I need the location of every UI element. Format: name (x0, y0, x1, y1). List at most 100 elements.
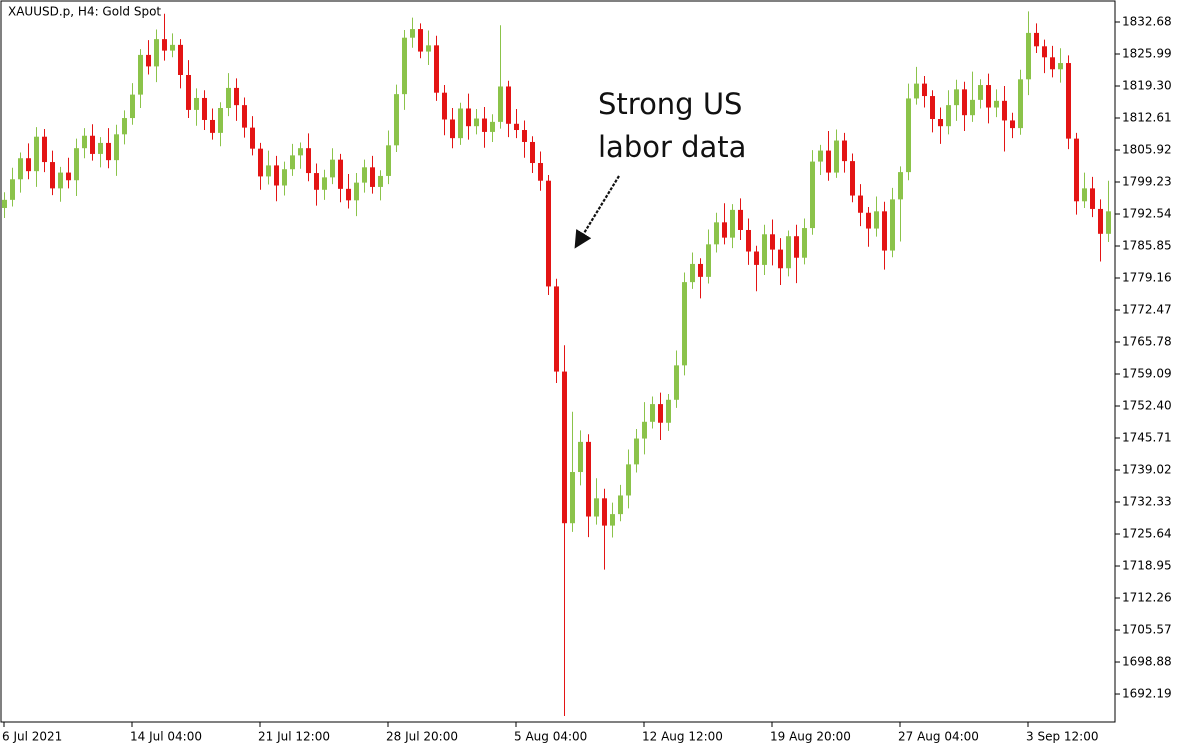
candle-body (498, 86, 503, 122)
candle-body (1050, 57, 1055, 70)
candle-body (170, 44, 175, 51)
candle-body (386, 145, 391, 176)
candle-body (858, 195, 863, 213)
candle-body (354, 182, 359, 201)
y-tick-label: 1739.02 (1122, 463, 1172, 477)
candle-body (706, 244, 711, 277)
candle-body (122, 118, 127, 135)
candle-body (730, 209, 735, 238)
y-tick-label: 1705.57 (1122, 623, 1172, 637)
candle-body (106, 142, 111, 161)
chart-title: XAUUSD.p, H4: Gold Spot (8, 5, 161, 19)
candle-body (18, 158, 23, 180)
candle-body (970, 99, 975, 116)
candle-body (330, 159, 335, 178)
candle-body (506, 86, 511, 124)
candle-body (402, 37, 407, 95)
candle-body (1042, 46, 1047, 58)
candle-body (394, 94, 399, 146)
x-tick-label: 21 Jul 12:00 (258, 730, 330, 744)
y-tick-label: 1832.68 (1122, 15, 1172, 29)
x-tick-label: 14 Jul 04:00 (130, 730, 202, 744)
candle-body (466, 108, 471, 127)
candle-body (778, 249, 783, 269)
candle-body (538, 163, 543, 181)
candle-body (946, 105, 951, 127)
candle-body (34, 136, 39, 172)
plot-frame (0, 0, 1116, 723)
candle-body (754, 251, 759, 265)
y-tick-label: 1698.88 (1122, 655, 1172, 669)
x-tick-label: 5 Aug 04:00 (514, 730, 587, 744)
y-tick-label: 1692.19 (1122, 687, 1172, 701)
candle-body (426, 45, 431, 52)
candle-body (298, 148, 303, 156)
candle-body (1106, 211, 1111, 234)
candle-body (114, 134, 119, 161)
candle-body (1018, 79, 1023, 129)
candle-body (138, 54, 143, 95)
candle-body (762, 234, 767, 265)
candle-body (866, 212, 871, 229)
candle-body (250, 127, 255, 149)
candle-body (1082, 188, 1087, 202)
candle-body (914, 83, 919, 99)
candle-body (234, 87, 239, 106)
candle-body (994, 100, 999, 108)
candle-body (594, 498, 599, 517)
y-tick-label: 1752.40 (1122, 399, 1172, 413)
candle-body (650, 404, 655, 422)
candle-body (586, 441, 591, 517)
candle-body (290, 155, 295, 170)
y-tick-label: 1812.61 (1122, 111, 1172, 125)
y-tick-label: 1799.23 (1122, 175, 1172, 189)
candle-body (338, 159, 343, 189)
candle-body (74, 148, 79, 181)
annotation-line: labor data (598, 130, 746, 164)
candle-body (226, 87, 231, 109)
candle-body (578, 441, 583, 473)
candle-body (1034, 32, 1039, 47)
annotation-line: Strong US (598, 87, 742, 121)
candle-body (210, 119, 215, 133)
candle-body (42, 136, 47, 163)
candle-body (530, 141, 535, 164)
y-tick-label: 1785.85 (1122, 239, 1172, 253)
x-tick-label: 12 Aug 12:00 (642, 730, 723, 744)
candle-body (1058, 63, 1063, 70)
y-tick-label: 1792.54 (1122, 207, 1172, 221)
candle-body (842, 140, 847, 162)
candle-body (602, 498, 607, 526)
y-tick-label: 1772.47 (1122, 303, 1172, 317)
candle-body (434, 45, 439, 93)
candle-body (978, 85, 983, 100)
candle-body (50, 162, 55, 189)
y-tick-label: 1825.99 (1122, 47, 1172, 61)
candle-body (66, 172, 71, 181)
x-tick-label: 27 Aug 04:00 (898, 730, 979, 744)
candle-body (770, 234, 775, 250)
candle-body (522, 130, 527, 142)
candle-body (10, 179, 15, 200)
candle-body (890, 199, 895, 251)
candle-body (626, 464, 631, 496)
y-tick-label: 1732.33 (1122, 495, 1172, 509)
candle-body (642, 421, 647, 439)
candle-body (698, 263, 703, 277)
candle-body (962, 89, 967, 116)
candle-body (922, 83, 927, 97)
candle-body (450, 119, 455, 139)
candle-body (802, 228, 807, 258)
candle-body (458, 108, 463, 139)
x-tick-label: 6 Jul 2021 (2, 730, 62, 744)
candle-body (178, 44, 183, 76)
candle-body (322, 177, 327, 190)
candle-body (58, 172, 63, 189)
candle-body (722, 222, 727, 238)
y-tick-label: 1759.09 (1122, 367, 1172, 381)
candle-body (282, 169, 287, 186)
candle-body (266, 165, 271, 177)
candle-body (490, 121, 495, 132)
candle-body (1026, 32, 1031, 80)
